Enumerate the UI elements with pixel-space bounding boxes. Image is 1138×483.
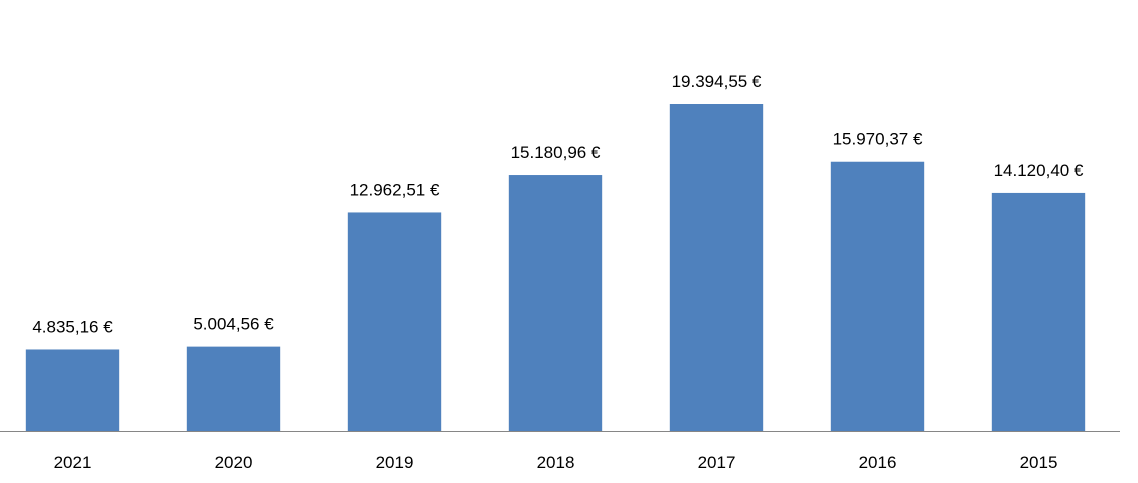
value-label: 14.120,40 € xyxy=(994,161,1084,180)
bar xyxy=(830,161,925,431)
x-tick-label: 2016 xyxy=(859,453,897,472)
x-tick-label: 2020 xyxy=(215,453,253,472)
x-tick-label: 2015 xyxy=(1020,453,1058,472)
value-label: 12.962,51 € xyxy=(350,180,440,199)
bar xyxy=(508,175,603,431)
x-tick-label: 2019 xyxy=(376,453,414,472)
x-tick-label: 2021 xyxy=(54,453,92,472)
bar xyxy=(25,349,120,431)
bar xyxy=(347,212,442,431)
value-label: 15.180,96 € xyxy=(511,143,601,162)
value-label: 4.835,16 € xyxy=(32,317,113,336)
x-tick-label: 2018 xyxy=(537,453,575,472)
x-tick-label: 2017 xyxy=(698,453,736,472)
bar xyxy=(186,346,281,431)
value-label: 19.394,55 € xyxy=(672,72,762,91)
value-label: 5.004,56 € xyxy=(193,315,274,334)
bar xyxy=(991,192,1086,431)
bar xyxy=(669,104,764,431)
value-label: 15.970,37 € xyxy=(833,130,923,149)
